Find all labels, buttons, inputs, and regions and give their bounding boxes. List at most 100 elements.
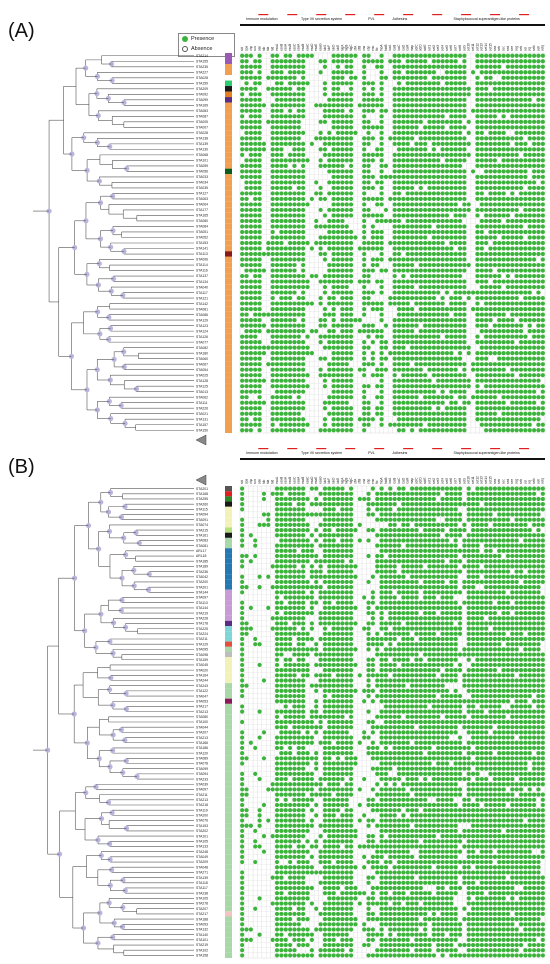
panel-a-presence-dot bbox=[335, 340, 341, 345]
panel-a-presence-dot bbox=[518, 103, 524, 108]
panel-a-presence-dot bbox=[497, 362, 502, 367]
panel-a-presence-dot bbox=[327, 329, 332, 334]
panel-a-presence-dot bbox=[457, 246, 463, 251]
panel-a-presence-dot bbox=[418, 290, 423, 295]
panel-a-presence-dot bbox=[248, 373, 253, 378]
panel-a-presence-dot bbox=[288, 290, 293, 295]
panel-a-presence-dot bbox=[266, 240, 271, 246]
panel-a-presence-dot bbox=[349, 345, 354, 350]
panel-a-presence-dot bbox=[423, 196, 428, 202]
panel-a-absence-cell bbox=[283, 69, 289, 76]
panel-a-presence-dot bbox=[427, 367, 432, 372]
panel-a-absence-cell bbox=[496, 74, 502, 81]
panel-a-presence-dot bbox=[540, 240, 545, 246]
panel-a-presence-dot bbox=[527, 251, 532, 257]
panel-a-presence-dot bbox=[288, 273, 293, 279]
panel-a-absence-cell bbox=[248, 80, 254, 87]
panel-a-strain-label: STA040 bbox=[196, 285, 208, 289]
panel-a-presence-dot bbox=[375, 202, 380, 207]
panel-a-presence-dot bbox=[279, 213, 284, 218]
panel-a-presence-dot bbox=[488, 119, 493, 124]
panel-a-presence-dot bbox=[344, 169, 349, 174]
panel-a-presence-dot bbox=[370, 262, 375, 268]
panel-a-presence-dot bbox=[540, 136, 545, 141]
panel-a-presence-dot bbox=[514, 202, 519, 207]
panel-a-presence-dot bbox=[318, 207, 323, 213]
panel-a-presence-dot bbox=[270, 136, 275, 141]
panel-a-absence-cell bbox=[292, 107, 297, 114]
panel-a-presence-dot bbox=[279, 169, 284, 174]
panel-a-presence-dot bbox=[283, 312, 288, 317]
panel-a-presence-dot bbox=[401, 202, 406, 207]
panel-a-presence-dot bbox=[449, 334, 454, 339]
panel-a-presence-dot bbox=[240, 406, 245, 411]
panel-a-presence-dot bbox=[536, 268, 541, 273]
panel-a-presence-dot bbox=[462, 306, 467, 312]
panel-a-presence-dot bbox=[423, 356, 428, 361]
panel-a-presence-dot bbox=[540, 235, 545, 240]
panel-a-presence-dot bbox=[335, 136, 341, 141]
panel-a-presence-dot bbox=[423, 229, 428, 235]
panel-a-presence-dot bbox=[322, 108, 328, 113]
panel-a-presence-dot bbox=[253, 218, 258, 224]
panel-a-presence-dot bbox=[453, 114, 458, 119]
panel-a-strain-label: STA235 bbox=[196, 65, 208, 69]
panel-a-strain-label: STA130 bbox=[196, 148, 208, 152]
panel-a-gene-label: fnbB bbox=[384, 44, 388, 51]
panel-a-group-colour-cell bbox=[225, 322, 232, 329]
panel-a-presence-dot bbox=[440, 284, 445, 290]
panel-a-absence-cell bbox=[322, 267, 328, 274]
panel-a-absence-cell bbox=[435, 146, 441, 153]
panel-a-presence-dot bbox=[501, 103, 506, 108]
panel-a-presence-dot bbox=[414, 169, 419, 174]
panel-a-presence-dot bbox=[453, 235, 458, 240]
panel-a-presence-dot bbox=[440, 295, 445, 301]
panel-a-presence-dot bbox=[505, 53, 511, 58]
panel-a-presence-dot bbox=[366, 362, 371, 367]
panel-a-presence-dot bbox=[392, 340, 397, 345]
panel-a-presence-dot bbox=[253, 323, 258, 328]
panel-a-presence-dot bbox=[405, 340, 410, 345]
panel-a-presence-dot bbox=[327, 273, 332, 279]
panel-a-presence-dot bbox=[344, 290, 349, 295]
panel-a-presence-dot bbox=[270, 191, 275, 196]
panel-a-presence-dot bbox=[527, 340, 532, 345]
panel-a-presence-dot bbox=[488, 59, 493, 64]
panel-a-presence-dot bbox=[523, 367, 528, 372]
panel-a-presence-dot bbox=[449, 235, 454, 240]
panel-a-presence-dot bbox=[527, 246, 532, 251]
panel-a-presence-dot bbox=[279, 367, 284, 372]
panel-a-presence-dot bbox=[436, 284, 441, 290]
panel-a-presence-dot bbox=[475, 196, 480, 202]
panel-a-presence-dot bbox=[349, 262, 354, 268]
panel-a-presence-dot bbox=[274, 191, 280, 196]
panel-a-presence-dot bbox=[436, 218, 441, 224]
panel-a-presence-dot bbox=[501, 235, 506, 240]
panel-a-presence-dot bbox=[536, 356, 541, 361]
panel-a-presence-dot bbox=[357, 329, 362, 334]
panel-a-group-colour-cell bbox=[225, 190, 232, 197]
panel-a-group-colour-cell bbox=[225, 75, 232, 81]
panel-a-presence-dot bbox=[510, 373, 515, 378]
panel-a-presence-dot bbox=[540, 367, 545, 372]
panel-a-presence-dot bbox=[497, 218, 502, 224]
panel-a-presence-dot bbox=[257, 295, 262, 301]
panel-a-presence-dot bbox=[366, 301, 371, 306]
panel-a-presence-dot bbox=[488, 246, 493, 251]
panel-a-presence-dot bbox=[414, 356, 419, 361]
panel-a-presence-dot bbox=[266, 345, 271, 350]
panel-a-presence-dot bbox=[288, 367, 293, 372]
panel-a-presence-dot bbox=[253, 207, 258, 213]
panel-a-presence-dot bbox=[279, 64, 284, 69]
panel-a-presence-dot bbox=[440, 268, 445, 273]
panel-a-presence-dot bbox=[418, 141, 423, 146]
panel-a-presence-dot bbox=[497, 108, 502, 113]
panel-a-strain-label: STA114 bbox=[196, 263, 208, 267]
panel-a-presence-dot bbox=[270, 224, 275, 229]
panel-a-presence-dot bbox=[471, 108, 476, 113]
panel-a-absence-cell bbox=[322, 207, 328, 213]
panel-a-presence-dot bbox=[392, 384, 397, 389]
panel-a-presence-dot bbox=[540, 351, 545, 356]
panel-a-presence-dot bbox=[322, 152, 328, 157]
panel-a-presence-dot bbox=[423, 158, 428, 163]
